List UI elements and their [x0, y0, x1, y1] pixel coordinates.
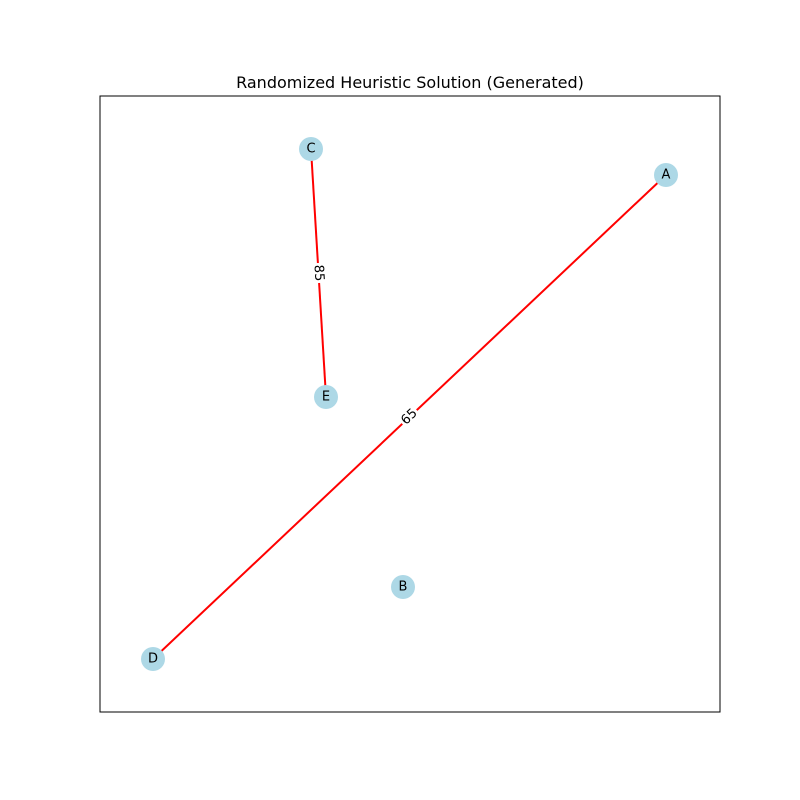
figure-title: Randomized Heuristic Solution (Generated…: [236, 73, 584, 92]
node-C: [299, 137, 323, 161]
edge-weight-label-group: 85: [309, 262, 328, 284]
node-B: [391, 575, 415, 599]
plot-frame: [99, 95, 721, 713]
node-label-E: E: [322, 390, 330, 405]
edge-weight-label-group: 65: [396, 404, 423, 430]
node-A: [654, 163, 678, 187]
edge-weight-label-background: [309, 262, 328, 284]
edges-layer: 85 65: [152, 148, 667, 660]
node-E: [314, 385, 338, 409]
node-label-A: A: [662, 168, 671, 183]
node-label-D: D: [148, 652, 158, 667]
nodes-layer: A B C D E: [141, 137, 678, 671]
edge-weight-label-background: [396, 404, 423, 430]
node-D: [141, 647, 165, 671]
node-label-B: B: [399, 580, 408, 595]
node-label-C: C: [306, 142, 315, 157]
edge-weight-label: 85: [311, 264, 327, 281]
